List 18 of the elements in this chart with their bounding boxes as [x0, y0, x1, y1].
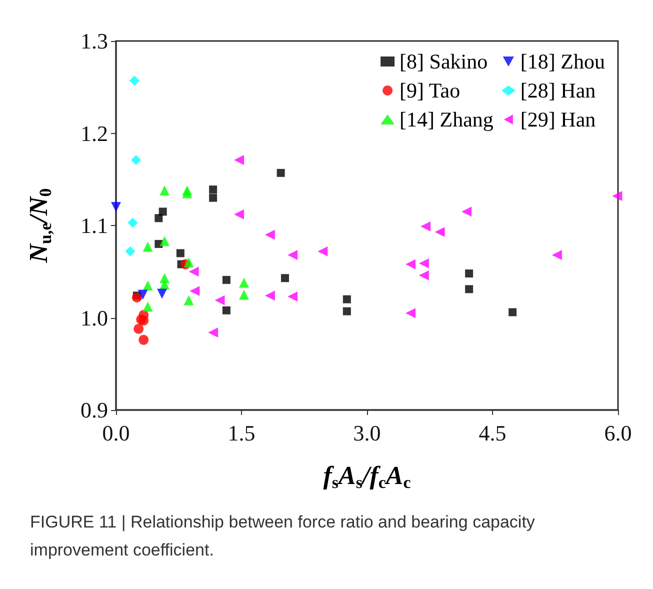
legend-label: [18] Zhou [520, 50, 606, 74]
x-tick-label: 6.0 [604, 420, 632, 446]
y-tick-label: 1.1 [80, 213, 108, 238]
x-tick-label: 4.5 [478, 420, 506, 446]
x-tick-label: 3.0 [353, 420, 381, 446]
legend-label: [29] Han [520, 108, 596, 132]
caption: FIGURE 11 | Relationship between force ratio and bearing capacity improvement coefficient. [30, 512, 540, 560]
y-tick-label: 0.9 [80, 398, 108, 422]
y-axis-title: Nu,e/N0 [24, 188, 55, 264]
legend-label: [9] Tao [400, 78, 460, 102]
legend-label: [8] Sakino [400, 50, 488, 74]
y-tick-label: 1.3 [80, 28, 108, 54]
x-tick-label: 1.5 [228, 420, 256, 446]
legend-label: [14] Zhang [400, 108, 494, 132]
y-tick-label: 1.2 [80, 120, 108, 146]
x-tick-label: 0.0 [102, 420, 130, 446]
y-tick-label: 1.0 [80, 305, 108, 330]
legend-label: [28] Han [520, 78, 596, 102]
